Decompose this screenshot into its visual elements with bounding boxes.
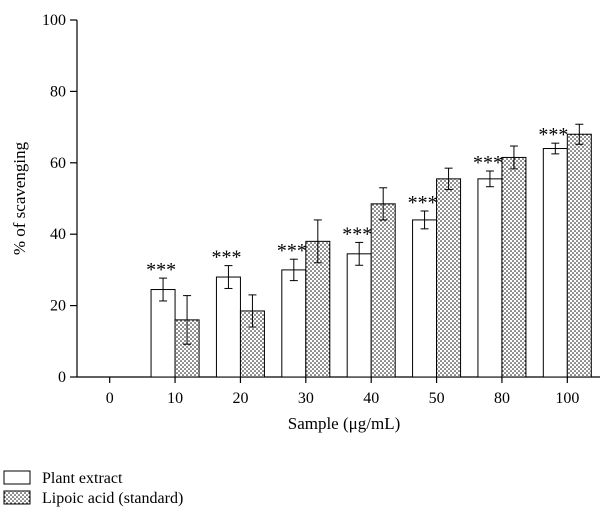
significance-marker: *** (538, 124, 568, 146)
legend-swatch (3, 470, 31, 485)
significance-marker: *** (473, 152, 503, 174)
bar-plant-extract (281, 269, 307, 378)
y-tick-label: 80 (50, 83, 66, 100)
significance-marker: *** (342, 223, 372, 245)
significance-marker: *** (408, 192, 438, 214)
legend-swatch (3, 490, 31, 505)
bar-plant-extract (477, 178, 503, 378)
bar-plant-extract (150, 289, 176, 378)
y-tick-label: 20 (50, 298, 66, 315)
x-tick-label: 80 (494, 390, 510, 407)
x-tick-label: 40 (363, 390, 379, 407)
y-axis-label: % of scavenging (10, 141, 29, 255)
y-tick-label: 60 (50, 155, 66, 172)
y-tick-label: 40 (50, 226, 66, 243)
bar-plant-extract (542, 148, 568, 378)
y-tick-label: 0 (58, 369, 66, 386)
significance-marker: *** (146, 259, 176, 281)
legend-label: Plant extract (42, 470, 123, 487)
bar-lipoic-acid (436, 178, 462, 378)
legend-label: Lipoic acid (standard) (42, 490, 183, 507)
x-tick-label: 50 (429, 390, 445, 407)
bar-plant-extract (412, 219, 438, 378)
significance-marker: *** (211, 247, 241, 269)
x-tick-label: 0 (106, 390, 114, 407)
bar-lipoic-acid (566, 133, 592, 378)
plot-area: 0 20 40 60 80 100 0 10 20 30 40 50 80 100 *** *** *** ***… (42, 12, 600, 407)
x-tick-label: 100 (555, 390, 579, 407)
y-tick-label: 100 (42, 12, 66, 29)
x-tick-label: 10 (167, 390, 183, 407)
x-tick-label: 20 (232, 390, 248, 407)
bar-plant-extract (215, 276, 241, 378)
x-tick-label: 30 (298, 390, 314, 407)
significance-marker: *** (277, 240, 307, 262)
x-axis-label: Sample (μg/mL) (288, 414, 401, 433)
bar-lipoic-acid (501, 156, 527, 378)
bar-plant-extract (346, 253, 372, 378)
bar-lipoic-acid (370, 203, 396, 378)
legend: Plant extract Lipoic acid (standard) (3, 470, 183, 507)
bar-lipoic-acid (305, 240, 331, 378)
